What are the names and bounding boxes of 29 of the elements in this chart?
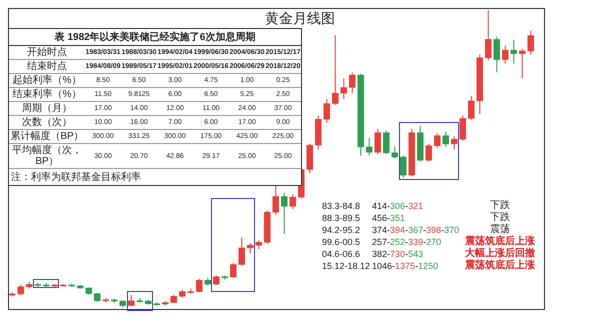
annotation: 周期（月） [9,102,85,116]
annotation: 结束利率（%） [9,88,85,102]
annotation: 257-252-339-270 [372,237,442,247]
annotation: 结束时点 [9,60,85,74]
annotation: 99.6-00.5 [322,236,362,248]
annotation: 注：利率为联邦基金目标利率 [10,170,142,185]
annotation: 震荡筑底后上涨 [464,260,536,272]
annotation: 下跌 [489,200,511,212]
chart-title: 黄金月线图 [264,10,336,28]
annotation: 大幅上涨后回撤 [464,248,536,259]
annotation: 震荡筑底后上涨 [464,236,536,248]
annotation: 15.12-18.12 [322,260,372,272]
annotation: 震荡 [489,224,511,235]
annotation: 累计幅度（BP） [9,130,85,144]
annotation: 开始时点 [9,46,85,60]
annotation: 表 1982年以来美联储已经实施了6次加息周期 [9,29,301,46]
annotation: 456-351 [372,213,406,223]
text: 374-394-367-398-370 [372,225,460,235]
annotation: 414-306-321 [372,201,424,211]
annotation: 下跌 [489,212,511,224]
annotation: 382-730-543 [372,249,424,259]
annotation: 次数（次） [9,116,85,130]
annotation: 88.3-89.5 [322,212,362,224]
annotation: 94.2-95.2 [322,224,362,236]
annotation: 04.6-06.6 [322,248,362,260]
annotation: 83.3-84.8 [322,200,362,212]
annotation: 起始利率（%） [9,74,85,88]
annotation: 平均幅度（次，BP） [9,144,85,168]
annotation: 1046-1375-1250 [372,261,438,271]
